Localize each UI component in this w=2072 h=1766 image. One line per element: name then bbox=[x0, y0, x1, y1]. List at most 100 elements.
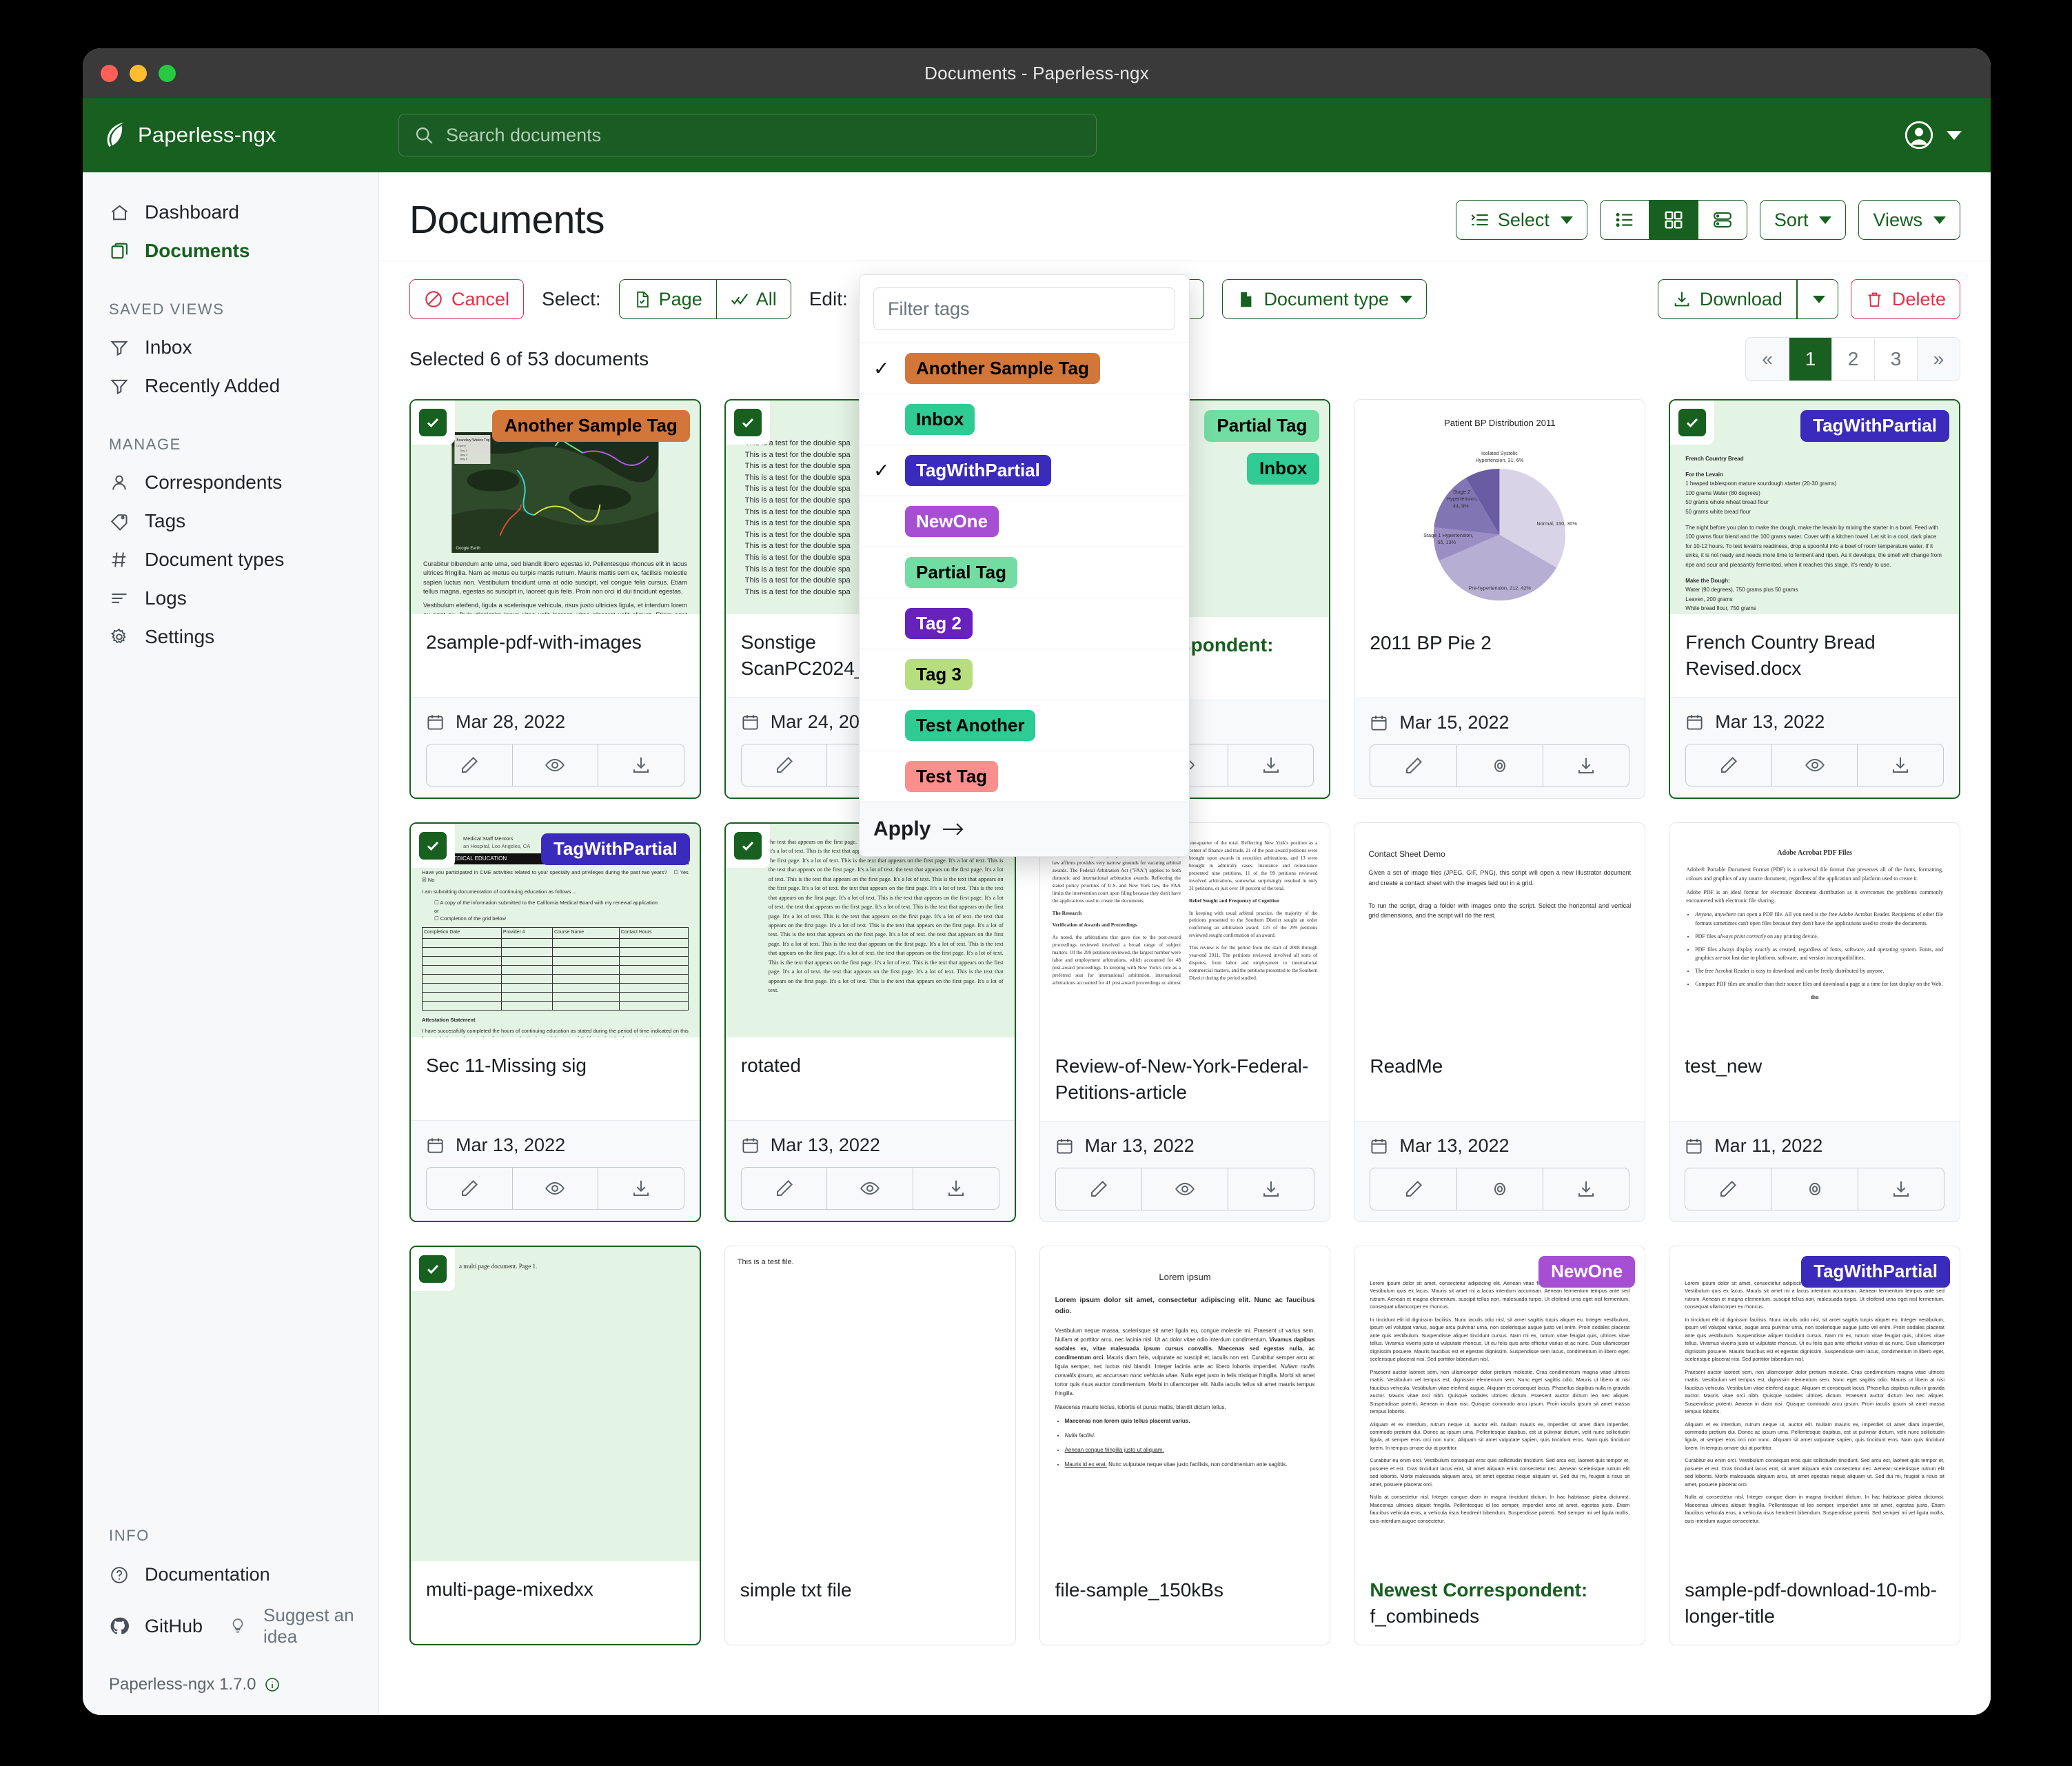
apply-tags-button[interactable]: Apply bbox=[860, 802, 1189, 856]
edit-document-button[interactable] bbox=[427, 744, 512, 786]
cancel-button[interactable]: Cancel bbox=[409, 279, 525, 319]
tag-option[interactable]: Inbox bbox=[860, 394, 1189, 445]
document-title[interactable]: file-sample_150kBs bbox=[1055, 1579, 1223, 1601]
download-document-button[interactable] bbox=[912, 1168, 999, 1209]
edit-document-button[interactable] bbox=[1686, 744, 1771, 786]
edit-document-button[interactable] bbox=[1370, 1168, 1456, 1210]
document-title[interactable]: Review-of-New-York-Federal-Petitions-art… bbox=[1055, 1055, 1309, 1103]
document-tag[interactable]: TagWithPartial bbox=[1801, 1256, 1950, 1288]
edit-document-button[interactable] bbox=[427, 1168, 512, 1209]
document-tag[interactable]: TagWithPartial bbox=[540, 833, 690, 865]
document-tag[interactable]: TagWithPartial bbox=[1800, 410, 1949, 442]
edit-document-button[interactable] bbox=[742, 1168, 827, 1209]
document-title[interactable]: Newest Correspondent: f_combineds bbox=[1354, 1562, 1645, 1645]
document-actions[interactable] bbox=[1685, 1168, 1944, 1210]
sidebar-item-settings[interactable]: Settings bbox=[83, 618, 378, 656]
sidebar-footer-links[interactable]: GitHub Suggest an idea bbox=[83, 1595, 378, 1657]
sidebar-item-recently-added[interactable]: Recently Added bbox=[83, 367, 378, 405]
download-document-button[interactable] bbox=[1542, 1168, 1629, 1210]
document-card[interactable]: Review of New York Federal Petitions The… bbox=[1039, 822, 1331, 1222]
document-title[interactable]: sample-pdf-download-10-mb-longer-title bbox=[1685, 1579, 1937, 1627]
preview-document-button[interactable] bbox=[826, 1168, 913, 1209]
select-dropdown-button[interactable]: Select bbox=[1455, 200, 1587, 240]
preview-document-button[interactable] bbox=[1771, 744, 1858, 786]
document-thumbnail[interactable]: Adobe Acrobat PDF Files Adobe® Portable … bbox=[1669, 823, 1960, 1038]
document-card[interactable]: a multi page document. Page 1. multi-pag… bbox=[409, 1246, 701, 1645]
tag-option[interactable]: ✓ Another Sample Tag bbox=[860, 343, 1189, 394]
document-checkbox[interactable] bbox=[725, 400, 770, 445]
close-window-button[interactable] bbox=[101, 64, 118, 82]
info-circle-icon[interactable] bbox=[264, 1676, 281, 1693]
tag-option[interactable]: Partial Tag bbox=[860, 547, 1189, 598]
pagination-page-3[interactable]: 3 bbox=[1874, 338, 1917, 380]
document-card[interactable]: TagWithPartial French Country Bread For … bbox=[1669, 399, 1960, 799]
tags-dropdown-menu[interactable]: Filter tags ✓ Another Sample Tag Inbox ✓ Tag… bbox=[859, 274, 1190, 857]
download-document-button[interactable] bbox=[1857, 744, 1943, 786]
view-list-button[interactable] bbox=[1601, 201, 1649, 239]
document-card[interactable]: This is a test file. simple txt file bbox=[724, 1246, 1016, 1645]
pagination-next[interactable]: » bbox=[1917, 338, 1960, 380]
document-title[interactable]: multi-page-mixedxx bbox=[426, 1579, 593, 1600]
document-checkbox[interactable] bbox=[411, 400, 455, 445]
document-thumbnail[interactable]: Another Sample Tag bbox=[411, 400, 700, 614]
download-document-button[interactable] bbox=[1542, 745, 1629, 786]
download-document-button[interactable] bbox=[598, 744, 684, 786]
window-controls[interactable] bbox=[101, 64, 176, 82]
sidebar-item-document-types[interactable]: Document types bbox=[83, 540, 378, 579]
download-split-button[interactable]: Download bbox=[1657, 279, 1838, 319]
document-card[interactable]: TagWithPartial Medical Staff Mentors an … bbox=[409, 822, 701, 1222]
document-actions[interactable] bbox=[1370, 744, 1630, 787]
document-actions[interactable] bbox=[1055, 1168, 1315, 1210]
document-actions[interactable] bbox=[740, 1167, 999, 1210]
sidebar-item-tags[interactable]: Tags bbox=[83, 502, 378, 540]
document-thumbnail[interactable]: TagWithPartial Lorem ipsum dolor sit ame… bbox=[1669, 1246, 1960, 1562]
sort-dropdown-button[interactable]: Sort bbox=[1759, 200, 1847, 240]
document-card[interactable]: Lorem ipsum Lorem ipsum dolor sit amet, … bbox=[1039, 1246, 1331, 1645]
document-actions[interactable] bbox=[1370, 1168, 1630, 1210]
select-all-button[interactable]: All bbox=[715, 280, 791, 318]
document-title[interactable]: test_new bbox=[1685, 1055, 1763, 1077]
document-thumbnail[interactable]: Patient BP Distribution 2011 bbox=[1354, 400, 1645, 615]
view-mode-toggle[interactable] bbox=[1599, 200, 1747, 240]
download-options-button[interactable] bbox=[1796, 279, 1838, 319]
view-detail-button[interactable] bbox=[1697, 201, 1747, 239]
document-actions[interactable] bbox=[426, 1167, 684, 1210]
document-card[interactable]: Contact Sheet Demo Given a set of image … bbox=[1354, 822, 1646, 1222]
document-thumbnail[interactable]: This is a test file. bbox=[724, 1246, 1015, 1562]
preview-document-button[interactable] bbox=[1456, 1168, 1543, 1210]
search-input[interactable]: Search documents bbox=[398, 114, 1097, 156]
document-checkbox[interactable] bbox=[725, 824, 770, 868]
user-menu[interactable] bbox=[1904, 120, 1962, 150]
delete-button[interactable]: Delete bbox=[1850, 279, 1960, 319]
pagination[interactable]: « 1 2 3 » bbox=[1745, 337, 1960, 381]
document-checkbox[interactable] bbox=[411, 824, 455, 868]
views-dropdown-button[interactable]: Views bbox=[1858, 200, 1960, 240]
document-card[interactable]: the text that appears on the first page.… bbox=[724, 822, 1016, 1222]
preview-document-button[interactable] bbox=[1456, 745, 1543, 786]
tag-option[interactable]: Tag 2 bbox=[860, 598, 1189, 649]
minimize-window-button[interactable] bbox=[130, 64, 147, 82]
sidebar-item-documents[interactable]: Documents bbox=[83, 232, 378, 270]
edit-document-button[interactable] bbox=[742, 744, 827, 786]
select-page-button[interactable]: Page bbox=[620, 280, 716, 318]
download-document-button[interactable] bbox=[1857, 1168, 1944, 1210]
document-tag[interactable]: Another Sample Tag bbox=[491, 410, 690, 442]
document-thumbnail[interactable]: NewOne Lorem ipsum dolor sit amet, conse… bbox=[1354, 1246, 1645, 1562]
document-tag-secondary[interactable]: Inbox bbox=[1247, 453, 1320, 485]
sidebar-item-documentation[interactable]: Documentation bbox=[83, 1554, 378, 1595]
preview-document-button[interactable] bbox=[511, 744, 598, 786]
preview-document-button[interactable] bbox=[511, 1168, 598, 1209]
preview-document-button[interactable] bbox=[1771, 1168, 1857, 1210]
edit-document-button[interactable] bbox=[1056, 1168, 1141, 1210]
document-title[interactable]: simple txt file bbox=[740, 1579, 852, 1601]
document-actions[interactable] bbox=[1685, 744, 1944, 786]
document-card[interactable]: Patient BP Distribution 2011 bbox=[1354, 399, 1646, 799]
document-title[interactable]: rotated bbox=[740, 1055, 801, 1076]
sidebar-item-dashboard[interactable]: Dashboard bbox=[83, 193, 378, 232]
document-title[interactable]: 2011 BP Pie 2 bbox=[1370, 632, 1492, 653]
tags-filter-input[interactable]: Filter tags bbox=[873, 287, 1175, 330]
document-thumbnail[interactable]: Lorem ipsum Lorem ipsum dolor sit amet, … bbox=[1039, 1246, 1330, 1562]
maximize-window-button[interactable] bbox=[159, 64, 176, 82]
pagination-page-1[interactable]: 1 bbox=[1789, 338, 1831, 380]
edit-document-button[interactable] bbox=[1685, 1168, 1771, 1210]
